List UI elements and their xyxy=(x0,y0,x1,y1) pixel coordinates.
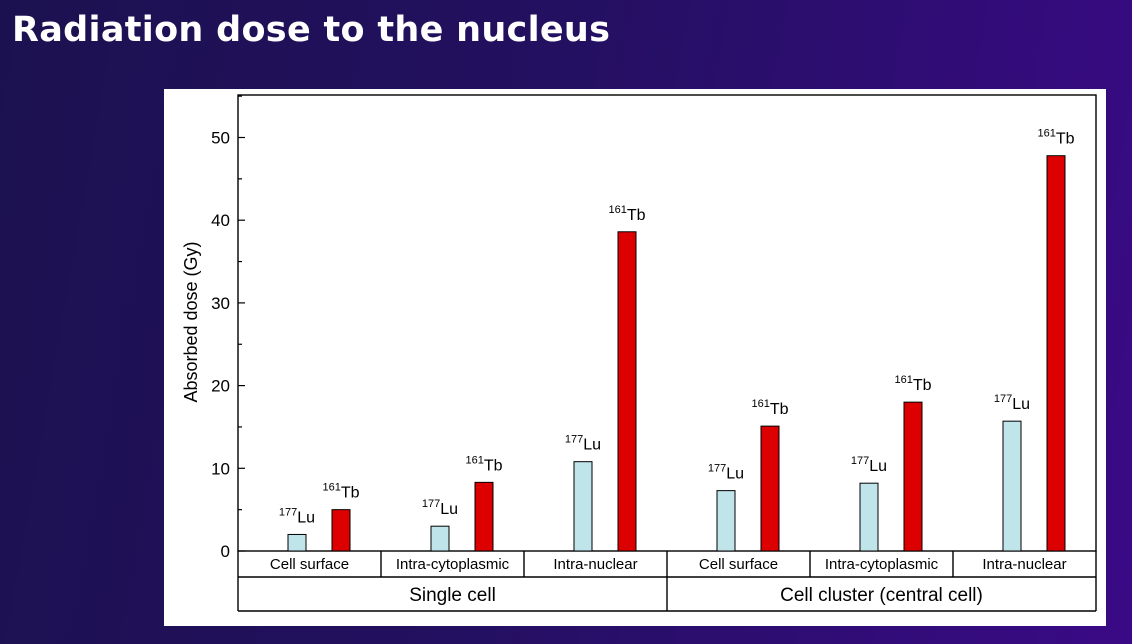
bar-label: 161Tb xyxy=(751,398,788,418)
chart-panel: 0 10 20 30 40 50 177Lu 177Lu 177Lu 177Lu 177Lu 177… xyxy=(164,89,1106,626)
y-tick-label: 20 xyxy=(211,377,230,396)
bar-label: 177Lu xyxy=(279,506,315,526)
bar-label: 161Tb xyxy=(465,454,502,474)
bar-label: 177Lu xyxy=(565,434,601,454)
bar-177Lu xyxy=(859,482,879,552)
y-axis-label: Absorbed dose (Gy) xyxy=(181,241,201,402)
category-table: Cell surface Intra-cytoplasmic Intra-nucle… xyxy=(237,551,1097,612)
plot-frame xyxy=(237,94,1097,552)
y-tick-label: 10 xyxy=(211,459,230,478)
category-label: Cell surface xyxy=(270,556,349,573)
bar-177Lu xyxy=(1002,420,1022,552)
bar-161Tb xyxy=(617,231,637,552)
bar-161Tb xyxy=(903,401,923,552)
group-label: Cell cluster (central cell) xyxy=(780,585,983,606)
bar-label: 161Tb xyxy=(608,204,645,224)
category-label: Intra-cytoplasmic xyxy=(825,556,939,573)
category-label: Intra-nuclear xyxy=(982,556,1066,573)
bar-label: 161Tb xyxy=(322,482,359,502)
bar-label: 161Tb xyxy=(1037,128,1074,148)
bar-161Tb xyxy=(474,481,494,552)
bar-labels: 177Lu 177Lu 177Lu 177Lu 177Lu 177Lu 161Tb 161Tb… xyxy=(279,128,1075,527)
bar-161Tb xyxy=(760,425,780,552)
y-tick-label: 30 xyxy=(211,294,230,313)
bar-label: 177Lu xyxy=(422,498,458,518)
y-tick-label: 50 xyxy=(211,129,230,148)
category-label: Intra-nuclear xyxy=(553,556,637,573)
y-tick-label: 0 xyxy=(221,542,230,561)
bar-label: 177Lu xyxy=(994,393,1030,413)
category-label: Intra-cytoplasmic xyxy=(396,556,510,573)
category-label: Cell surface xyxy=(699,556,778,573)
bar-label: 161Tb xyxy=(894,374,931,394)
bar-161Tb xyxy=(1046,155,1066,552)
group-label: Single cell xyxy=(409,585,496,606)
bar-label: 177Lu xyxy=(851,455,887,475)
bar-label: 177Lu xyxy=(708,463,744,483)
bar-177Lu xyxy=(430,525,450,552)
bar-177Lu xyxy=(573,461,593,552)
y-tick-label: 40 xyxy=(211,211,230,230)
bars xyxy=(287,155,1066,552)
bar-177Lu xyxy=(716,490,736,552)
slide-title: Radiation dose to the nucleus xyxy=(12,10,611,50)
bar-177Lu xyxy=(287,533,307,552)
y-axis: 0 10 20 30 40 50 xyxy=(211,95,245,561)
bar-161Tb xyxy=(331,509,351,552)
